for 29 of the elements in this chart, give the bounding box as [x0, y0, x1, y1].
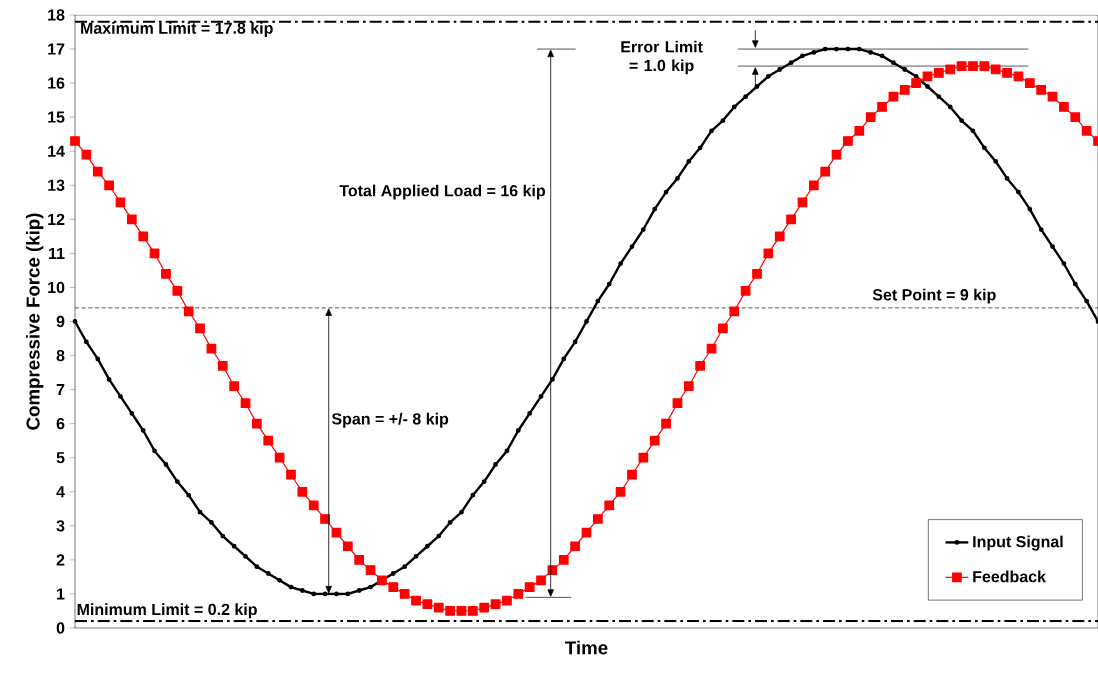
legend-label: Feedback [973, 570, 1046, 583]
y-tick-label: 15 [48, 111, 65, 123]
y-tick-label: 8 [56, 349, 65, 362]
y-tick-label: 9 [56, 315, 65, 328]
y-tick-label: 0 [56, 622, 65, 634]
y-tick-label: 10 [48, 281, 65, 294]
y-tick-label: 7 [56, 384, 65, 396]
x-axis-title: Time [565, 640, 608, 655]
y-tick-label: 11 [49, 247, 65, 259]
y-tick-label: 14 [48, 145, 65, 157]
y-tick-label: 12 [48, 213, 65, 225]
y-tick-label: 13 [48, 179, 65, 191]
y-tick-label: 6 [56, 417, 65, 430]
y-tick-label: 18 [48, 9, 65, 21]
legend-label: Input Signal [973, 535, 1063, 551]
annotation: Span = +/- 8 kip [331, 412, 449, 428]
y-tick-label: 1 [57, 588, 65, 600]
ref-line-label: Maximum Limit = 17.8 kip [81, 22, 273, 37]
y-tick-label: 16 [48, 77, 65, 89]
y-tick-label: 2 [56, 554, 65, 566]
ref-line-label: Minimum Limit = 0.2 kip [77, 603, 257, 619]
ref-line-label: Set Point = 9 kip [872, 288, 996, 304]
annotation: Total Applied Load = 16 kip [339, 184, 546, 200]
y-tick-label: 4 [56, 486, 65, 498]
y-tick-label: 5 [56, 452, 65, 464]
annotation: Error Limit = 1.0 kip [621, 40, 703, 75]
y-tick-label: 17 [48, 43, 65, 55]
y-axis-title: Compressive Force (kip) [25, 213, 44, 430]
y-tick-label: 3 [56, 520, 65, 532]
